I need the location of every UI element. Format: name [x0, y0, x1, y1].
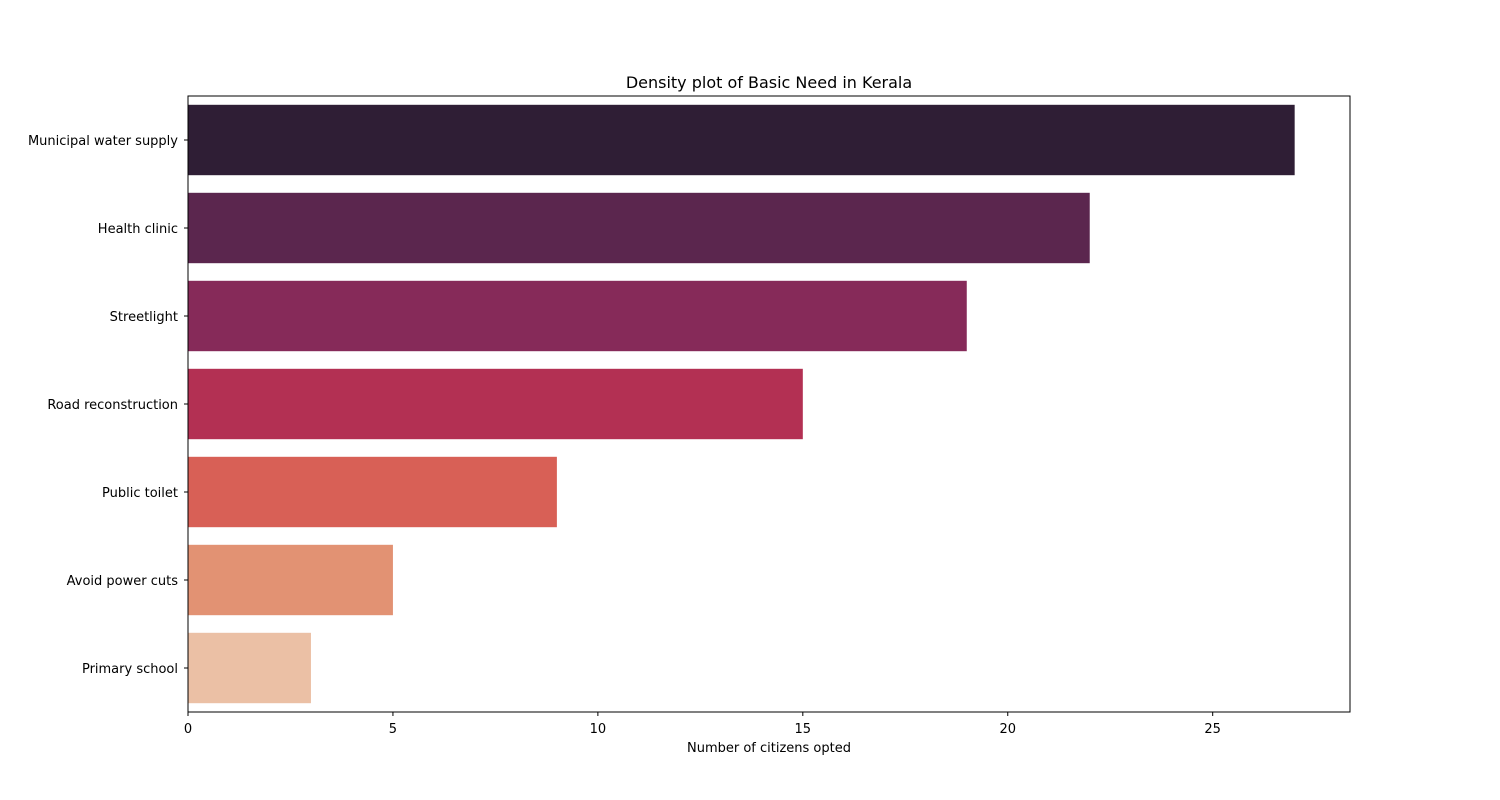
x-tick-label: 0	[184, 722, 192, 737]
y-tick-label: Public toilet	[102, 486, 178, 501]
chart-title: Density plot of Basic Need in Kerala	[626, 73, 912, 92]
bar-health-clinic	[188, 192, 1090, 264]
y-tick-label: Municipal water supply	[28, 134, 178, 149]
bar-primary-school	[188, 632, 311, 704]
x-tick-label: 25	[1204, 722, 1221, 737]
bar-municipal-water-supply	[188, 104, 1295, 176]
x-tick-label: 5	[389, 722, 397, 737]
bar-avoid-power-cuts	[188, 544, 393, 616]
bar-public-toilet	[188, 456, 557, 528]
y-axis: Municipal water supply Health clinic Stree…	[28, 134, 188, 677]
x-tick-label: 15	[795, 722, 812, 737]
y-tick-label: Road reconstruction	[47, 398, 178, 413]
y-tick-label: Avoid power cuts	[67, 574, 179, 589]
bar-streetlight	[188, 280, 967, 352]
y-tick-label: Health clinic	[98, 222, 178, 237]
x-axis: 0 5 10 15 20 25	[184, 712, 1221, 737]
bars-group	[188, 104, 1295, 704]
x-tick-label: 20	[999, 722, 1016, 737]
x-axis-label: Number of citizens opted	[687, 741, 851, 756]
y-tick-label: Primary school	[82, 662, 178, 677]
plot-frame	[187, 95, 1351, 713]
y-tick-label: Streetlight	[110, 310, 178, 325]
x-tick-label: 10	[590, 722, 607, 737]
bar-road-reconstruction	[188, 368, 803, 440]
